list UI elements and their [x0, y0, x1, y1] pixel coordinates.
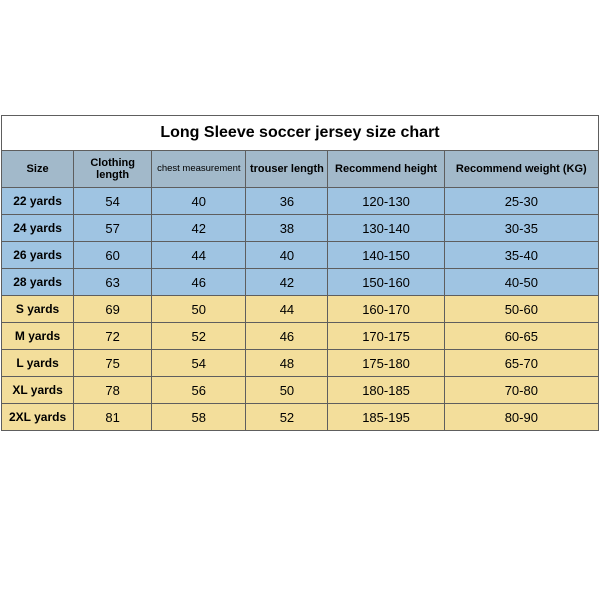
data-cell: 40 [246, 242, 328, 269]
table-row: 26 yards604440140-15035-40 [2, 242, 599, 269]
table-row: 24 yards574238130-14030-35 [2, 215, 599, 242]
data-cell: 46 [246, 323, 328, 350]
size-cell: XL yards [2, 377, 74, 404]
data-cell: 175-180 [328, 350, 444, 377]
data-cell: 44 [152, 242, 246, 269]
col-clothing: Clothing length [74, 151, 152, 188]
data-cell: 35-40 [444, 242, 598, 269]
col-trouser: trouser length [246, 151, 328, 188]
data-cell: 80-90 [444, 404, 598, 431]
data-cell: 46 [152, 269, 246, 296]
size-cell: 28 yards [2, 269, 74, 296]
data-cell: 130-140 [328, 215, 444, 242]
table-row: L yards755448175-18065-70 [2, 350, 599, 377]
data-cell: 42 [152, 215, 246, 242]
data-body: 22 yards544036120-13025-3024 yards574238… [2, 188, 599, 431]
data-cell: 160-170 [328, 296, 444, 323]
data-cell: 75 [74, 350, 152, 377]
size-chart-table: Long Sleeve soccer jersey size chart Siz… [1, 115, 599, 431]
data-cell: 140-150 [328, 242, 444, 269]
data-cell: 70-80 [444, 377, 598, 404]
data-cell: 180-185 [328, 377, 444, 404]
data-cell: 50 [246, 377, 328, 404]
data-cell: 78 [74, 377, 152, 404]
size-cell: S yards [2, 296, 74, 323]
size-cell: 22 yards [2, 188, 74, 215]
data-cell: 48 [246, 350, 328, 377]
size-cell: 26 yards [2, 242, 74, 269]
data-cell: 72 [74, 323, 152, 350]
data-cell: 185-195 [328, 404, 444, 431]
size-cell: 24 yards [2, 215, 74, 242]
data-cell: 58 [152, 404, 246, 431]
data-cell: 44 [246, 296, 328, 323]
data-cell: 38 [246, 215, 328, 242]
table-row: XL yards785650180-18570-80 [2, 377, 599, 404]
data-cell: 60 [74, 242, 152, 269]
table-row: 2XL yards815852185-19580-90 [2, 404, 599, 431]
data-cell: 52 [246, 404, 328, 431]
table-row: 22 yards544036120-13025-30 [2, 188, 599, 215]
data-cell: 40-50 [444, 269, 598, 296]
col-weight: Recommend weight (KG) [444, 151, 598, 188]
data-cell: 36 [246, 188, 328, 215]
table-row: S yards695044160-17050-60 [2, 296, 599, 323]
col-chest: chest measurement [152, 151, 246, 188]
data-cell: 54 [152, 350, 246, 377]
col-height: Recommend height [328, 151, 444, 188]
data-cell: 54 [74, 188, 152, 215]
chart-title: Long Sleeve soccer jersey size chart [2, 116, 599, 151]
data-cell: 52 [152, 323, 246, 350]
data-cell: 50 [152, 296, 246, 323]
data-cell: 25-30 [444, 188, 598, 215]
header-row: Size Clothing length chest measurement t… [2, 151, 599, 188]
data-cell: 30-35 [444, 215, 598, 242]
data-cell: 120-130 [328, 188, 444, 215]
data-cell: 57 [74, 215, 152, 242]
col-size: Size [2, 151, 74, 188]
data-cell: 65-70 [444, 350, 598, 377]
data-cell: 42 [246, 269, 328, 296]
table-row: M yards725246170-17560-65 [2, 323, 599, 350]
data-cell: 150-160 [328, 269, 444, 296]
size-cell: 2XL yards [2, 404, 74, 431]
title-row: Long Sleeve soccer jersey size chart [2, 116, 599, 151]
data-cell: 69 [74, 296, 152, 323]
data-cell: 81 [74, 404, 152, 431]
data-cell: 170-175 [328, 323, 444, 350]
data-cell: 63 [74, 269, 152, 296]
data-cell: 40 [152, 188, 246, 215]
data-cell: 50-60 [444, 296, 598, 323]
size-cell: M yards [2, 323, 74, 350]
data-cell: 60-65 [444, 323, 598, 350]
size-cell: L yards [2, 350, 74, 377]
data-cell: 56 [152, 377, 246, 404]
table-row: 28 yards634642150-16040-50 [2, 269, 599, 296]
